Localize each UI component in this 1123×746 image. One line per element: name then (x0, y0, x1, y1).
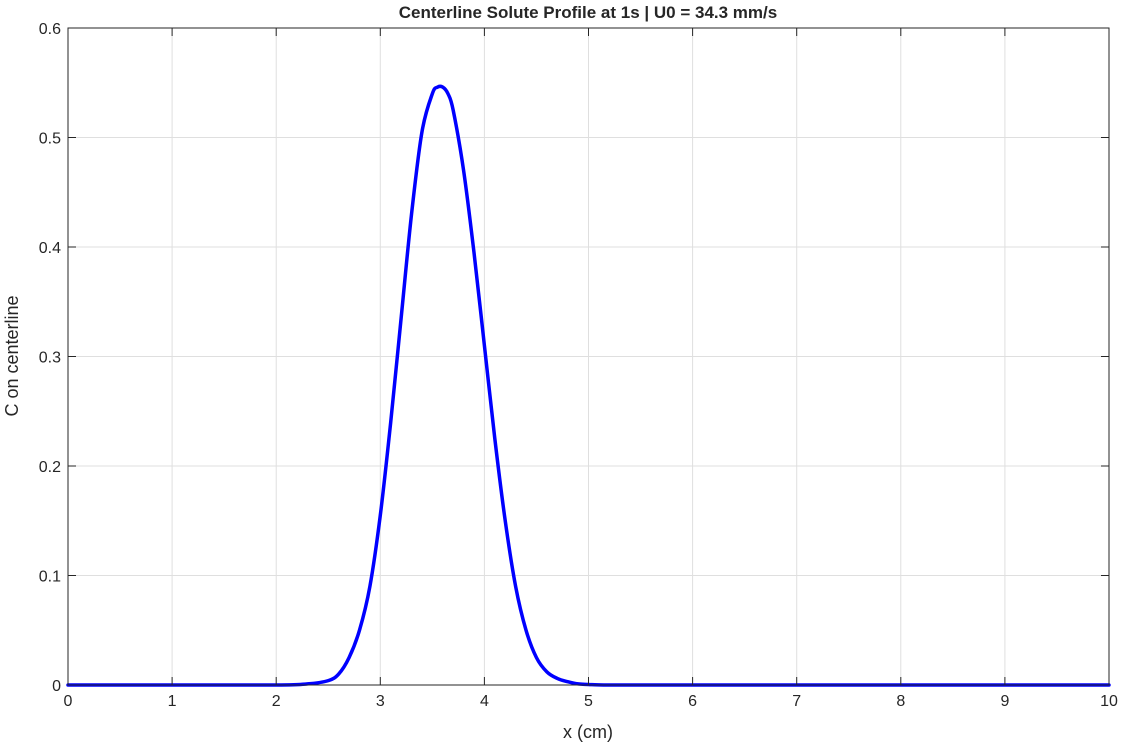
x-tick-label: 8 (896, 693, 905, 710)
x-tick-label: 5 (584, 693, 593, 710)
x-tick-label: 7 (792, 693, 801, 710)
y-tick-label: 0.6 (39, 21, 61, 38)
chart-title: Centerline Solute Profile at 1s | U0 = 3… (399, 3, 777, 22)
x-tick-label: 6 (688, 693, 697, 710)
x-tick-label: 0 (64, 693, 73, 710)
ticks: 0 1 2 3 4 5 6 7 8 9 10 0 0.1 0.2 0.3 0.4 0.5 0.6 (39, 21, 1118, 710)
x-tick-label: 9 (1000, 693, 1009, 710)
y-tick-label: 0.3 (39, 350, 61, 367)
x-tick-label: 3 (376, 693, 385, 710)
x-tick-label: 1 (168, 693, 177, 710)
y-tick-label: 0 (52, 678, 61, 695)
y-tick-label: 0.5 (39, 131, 61, 148)
x-tick-label: 2 (272, 693, 281, 710)
x-tick-label: 4 (480, 693, 489, 710)
y-tick-label: 0.4 (39, 240, 61, 257)
x-axis-label: x (cm) (563, 722, 613, 742)
y-axis-label: C on centerline (2, 295, 22, 416)
y-tick-label: 0.1 (39, 569, 61, 586)
y-tick-label: 0.2 (39, 459, 61, 476)
x-tick-label: 10 (1100, 693, 1118, 710)
